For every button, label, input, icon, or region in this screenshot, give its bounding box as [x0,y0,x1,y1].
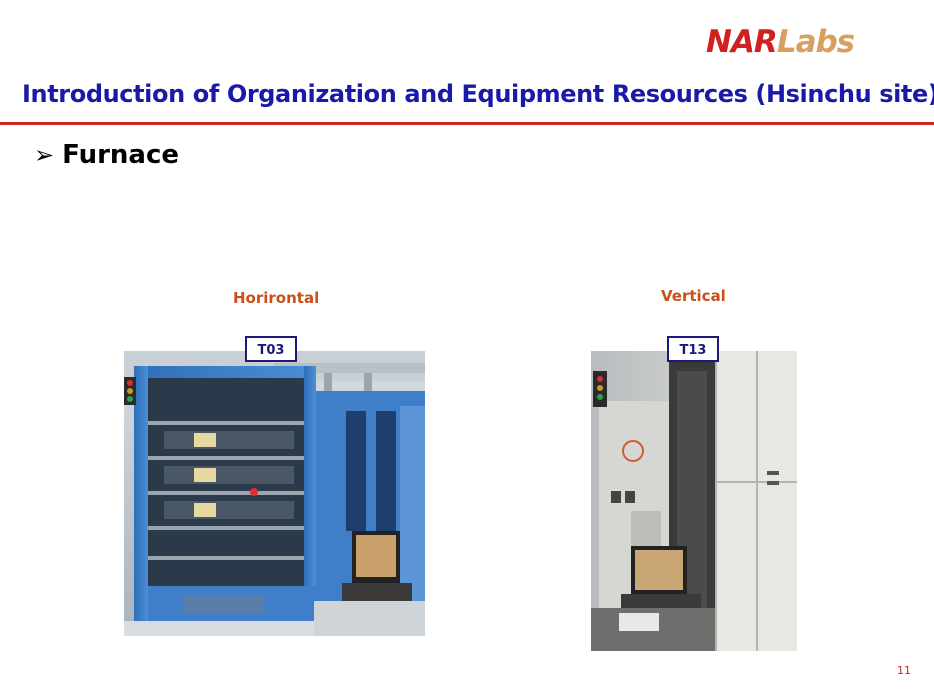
horizontal-furnace-illustration [124,351,425,636]
section-heading-text: Furnace [62,140,180,170]
equipment-tag-t13: T13 [667,336,719,362]
arrow-bullet-icon: ➢ [34,141,55,169]
vertical-furnace-photo [591,351,797,651]
title-divider [0,122,934,125]
figure-caption-horizontal: Horirontal [233,289,320,307]
figure-caption-vertical: Vertical [661,287,726,305]
section-heading: ➢ Furnace [34,140,179,170]
vertical-furnace-illustration [591,351,797,651]
narlabs-logo: NARLabs [706,24,882,64]
logo-nar-text: NAR [706,24,778,60]
horizontal-furnace-photo [124,351,425,636]
equipment-tag-t03: T03 [245,336,297,362]
logo-labs-text: Labs [776,24,855,60]
page-number: 11 [897,664,911,677]
slide-title: Introduction of Organization and Equipme… [22,80,934,108]
